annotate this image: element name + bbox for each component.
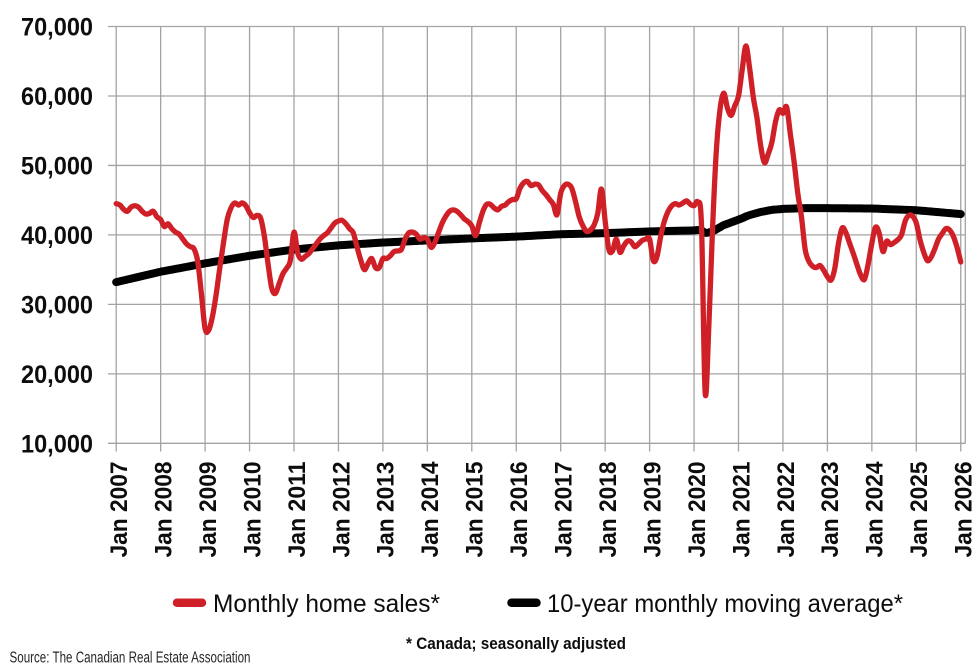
svg-text:Jan 2019: Jan 2019 (639, 462, 666, 558)
svg-text:60,000: 60,000 (21, 83, 93, 111)
svg-text:Jan 2021: Jan 2021 (728, 462, 755, 558)
svg-text:Jan 2010: Jan 2010 (239, 462, 266, 558)
svg-text:Jan 2023: Jan 2023 (817, 462, 844, 558)
svg-text:Jan 2016: Jan 2016 (506, 462, 533, 558)
svg-text:Jan 2007: Jan 2007 (106, 462, 133, 558)
svg-text:Jan 2011: Jan 2011 (284, 462, 311, 558)
svg-text:Jan 2012: Jan 2012 (328, 462, 355, 558)
svg-text:Jan 2013: Jan 2013 (373, 462, 400, 558)
svg-text:10,000: 10,000 (21, 430, 93, 458)
svg-text:Jan 2014: Jan 2014 (417, 461, 444, 558)
svg-text:Jan 2008: Jan 2008 (150, 462, 177, 558)
svg-text:Jan 2015: Jan 2015 (462, 461, 489, 557)
svg-text:Jan 2018: Jan 2018 (595, 462, 622, 558)
svg-text:Jan 2024: Jan 2024 (862, 461, 889, 558)
svg-text:Source: The Canadian Real Esta: Source: The Canadian Real Estate Associa… (10, 650, 251, 667)
svg-text:20,000: 20,000 (21, 361, 93, 389)
svg-text:Jan 2017: Jan 2017 (551, 462, 578, 558)
svg-text:Jan 2022: Jan 2022 (773, 462, 800, 558)
svg-text:Monthly home sales*: Monthly home sales* (213, 590, 440, 618)
svg-text:50,000: 50,000 (21, 152, 93, 180)
svg-text:10-year monthly moving average: 10-year monthly moving average* (547, 590, 903, 618)
svg-text:Jan 2025: Jan 2025 (906, 462, 933, 558)
svg-text:Jan 2020: Jan 2020 (684, 462, 711, 558)
svg-text:Jan 2009: Jan 2009 (195, 462, 222, 558)
svg-text:Jan 2026: Jan 2026 (951, 462, 978, 558)
svg-text:40,000: 40,000 (21, 222, 93, 250)
svg-text:30,000: 30,000 (21, 291, 93, 319)
svg-text:70,000: 70,000 (21, 14, 93, 42)
svg-text:* Canada; seasonally adjusted: * Canada; seasonally adjusted (406, 634, 626, 653)
